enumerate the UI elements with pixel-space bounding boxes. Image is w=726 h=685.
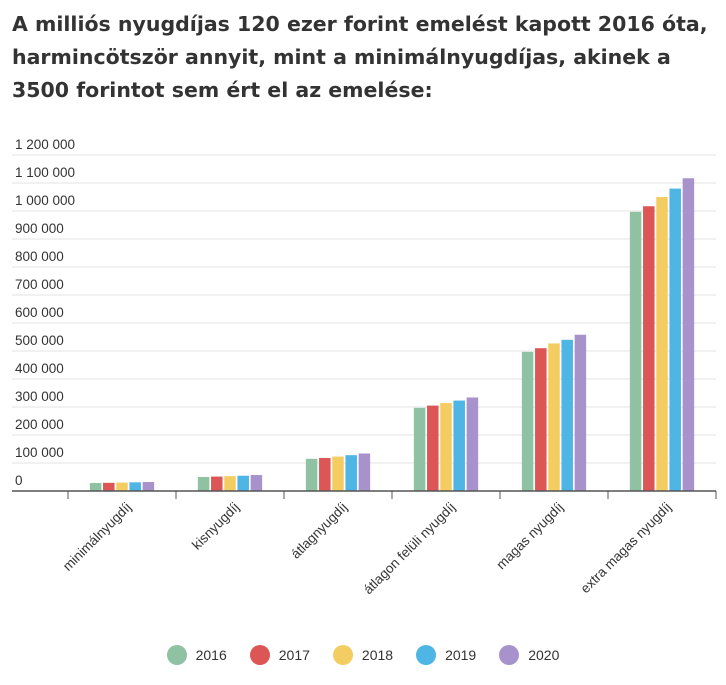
y-tick-label: 300 000	[15, 389, 64, 404]
legend-item-2020[interactable]: 2020	[499, 645, 559, 665]
x-category-label: átlagnyugdíj	[288, 500, 350, 562]
y-axis: 0 100 000 200 000 300 000 400 000 500 000 600 …	[15, 137, 75, 488]
legend-marker	[332, 645, 353, 665]
x-category-label: extra magas nyugdíj	[578, 500, 675, 597]
bar-2020-4[interactable]	[466, 397, 479, 491]
y-tick-label: 200 000	[15, 417, 64, 432]
bar-2019-2[interactable]	[237, 475, 249, 491]
bar-2017-3[interactable]	[319, 457, 331, 491]
legend-item-2016[interactable]: 2016	[166, 645, 227, 665]
legend-label: 2016	[195, 647, 227, 663]
y-tick-label: 0	[15, 473, 23, 488]
bar-2018-4[interactable]	[440, 403, 452, 491]
bar-2018-6[interactable]	[656, 197, 668, 491]
bar-2020-3[interactable]	[358, 453, 371, 491]
legend-item-2019[interactable]: 2019	[416, 645, 476, 665]
y-tick-label: 1 100 000	[15, 165, 75, 180]
y-tick-label: 1 000 000	[15, 193, 75, 208]
bar-2018-3[interactable]	[332, 456, 344, 491]
x-category-label: átlagon felüli nyugdíj	[360, 500, 458, 598]
x-category-label: kisnyugdíj	[189, 500, 242, 553]
bar-2019-1[interactable]	[129, 482, 141, 491]
legend-marker	[499, 645, 520, 665]
x-axis: minimálnyugdíj kisnyugdíj átlagnyugdíj átla…	[12, 490, 717, 598]
bar-2019-6[interactable]	[669, 188, 681, 491]
bar-2020-1[interactable]	[142, 482, 155, 491]
bar-2016-5[interactable]	[521, 351, 534, 491]
y-tick-label: 500 000	[15, 333, 64, 348]
y-tick-label: 800 000	[15, 249, 64, 264]
bar-chart: 0 100 000 200 000 300 000 400 000 500 000 600 …	[12, 137, 717, 598]
bar-2017-6[interactable]	[643, 206, 655, 492]
legend: 2016 2017 2018 2019 2020	[0, 641, 726, 669]
bar-2019-3[interactable]	[345, 455, 357, 491]
legend-marker	[416, 645, 437, 665]
y-tick-label: 1 200 000	[15, 137, 75, 152]
y-tick-label: 700 000	[15, 277, 64, 292]
bar-2017-2[interactable]	[211, 476, 223, 491]
y-tick-label: 400 000	[15, 361, 64, 376]
bar-2016-3[interactable]	[305, 458, 318, 491]
legend-label: 2020	[528, 647, 560, 663]
legend-marker	[249, 645, 270, 665]
legend-item-2018[interactable]: 2018	[332, 645, 394, 665]
bar-2019-5[interactable]	[561, 339, 573, 491]
grid-lines	[12, 154, 716, 464]
bar-2020-5[interactable]	[574, 334, 587, 491]
bar-2018-5[interactable]	[548, 343, 560, 491]
bar-2018-2[interactable]	[224, 476, 236, 491]
x-category-label: minimálnyugdíj	[60, 500, 134, 574]
bar-2020-6[interactable]	[682, 178, 695, 492]
legend-label: 2019	[445, 647, 477, 663]
y-tick-label: 600 000	[15, 305, 64, 320]
bar-2016-4[interactable]	[413, 407, 426, 491]
legend-label: 2017	[278, 647, 310, 663]
bar-2018-1[interactable]	[116, 482, 128, 491]
x-category-label: magas nyugdíj	[493, 500, 566, 573]
bar-2016-6[interactable]	[629, 211, 642, 491]
bar-2020-2[interactable]	[250, 475, 263, 491]
chart-title: A milliós nyugdíjas 120 ezer forint emel…	[12, 12, 708, 102]
bar-2017-5[interactable]	[535, 348, 547, 491]
y-tick-label: 100 000	[15, 445, 64, 460]
bar-2019-4[interactable]	[453, 400, 465, 491]
bar-2016-2[interactable]	[197, 477, 210, 491]
legend-marker	[166, 645, 187, 665]
bar-2017-1[interactable]	[103, 482, 115, 491]
bar-2016-1[interactable]	[89, 483, 102, 491]
legend-label: 2018	[361, 647, 394, 663]
legend-item-2017[interactable]: 2017	[249, 645, 310, 665]
bars	[89, 178, 695, 492]
bar-2017-4[interactable]	[427, 405, 439, 491]
y-tick-label: 900 000	[15, 221, 64, 236]
